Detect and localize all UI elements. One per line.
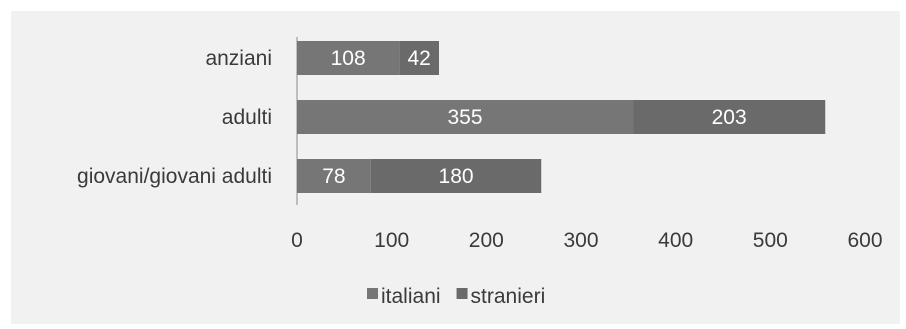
data-label-stranieri-0: 42 [407,47,430,70]
bar-italiani-1 [297,100,634,134]
bar-stranieri-1 [633,100,826,134]
x-tick-label-0: 0 [291,229,303,252]
x-tick-label-4: 400 [658,229,693,252]
data-label-italiani-1: 355 [448,106,483,129]
data-label-stranieri-1: 203 [712,106,747,129]
legend-swatch-italiani [367,288,378,299]
bar-italiani-0 [297,41,400,75]
category-label-1: adulti [222,106,272,129]
legend-label-stranieri: stranieri [471,285,546,308]
x-tick-label-1: 100 [374,229,409,252]
bar-italiani-2 [297,159,371,193]
data-label-italiani-0: 108 [331,47,366,70]
category-labels: anziani adulti giovani/giovani adulti [77,47,272,188]
bar-stranieri-2 [370,159,542,193]
x-tick-label-5: 500 [753,229,788,252]
x-tick-labels: 0 100 200 300 400 500 600 [291,229,882,252]
top-strip [0,0,906,6]
x-tick-label-3: 300 [563,229,598,252]
data-label-stranieri-2: 180 [439,165,474,188]
x-tick-label-2: 200 [469,229,504,252]
legend-swatch-stranieri [456,288,468,299]
x-tick-label-6: 600 [847,229,882,252]
data-label-italiani-2: 78 [322,165,345,188]
category-label-2: giovani/giovani adulti [77,165,272,188]
legend-label-italiani: italiani [381,285,441,308]
category-label-0: anziani [205,47,272,70]
bar-stranieri-0 [399,41,439,75]
legend: italiani stranieri [367,285,545,308]
bars-group: 108 42 355 203 78 180 [297,41,826,193]
